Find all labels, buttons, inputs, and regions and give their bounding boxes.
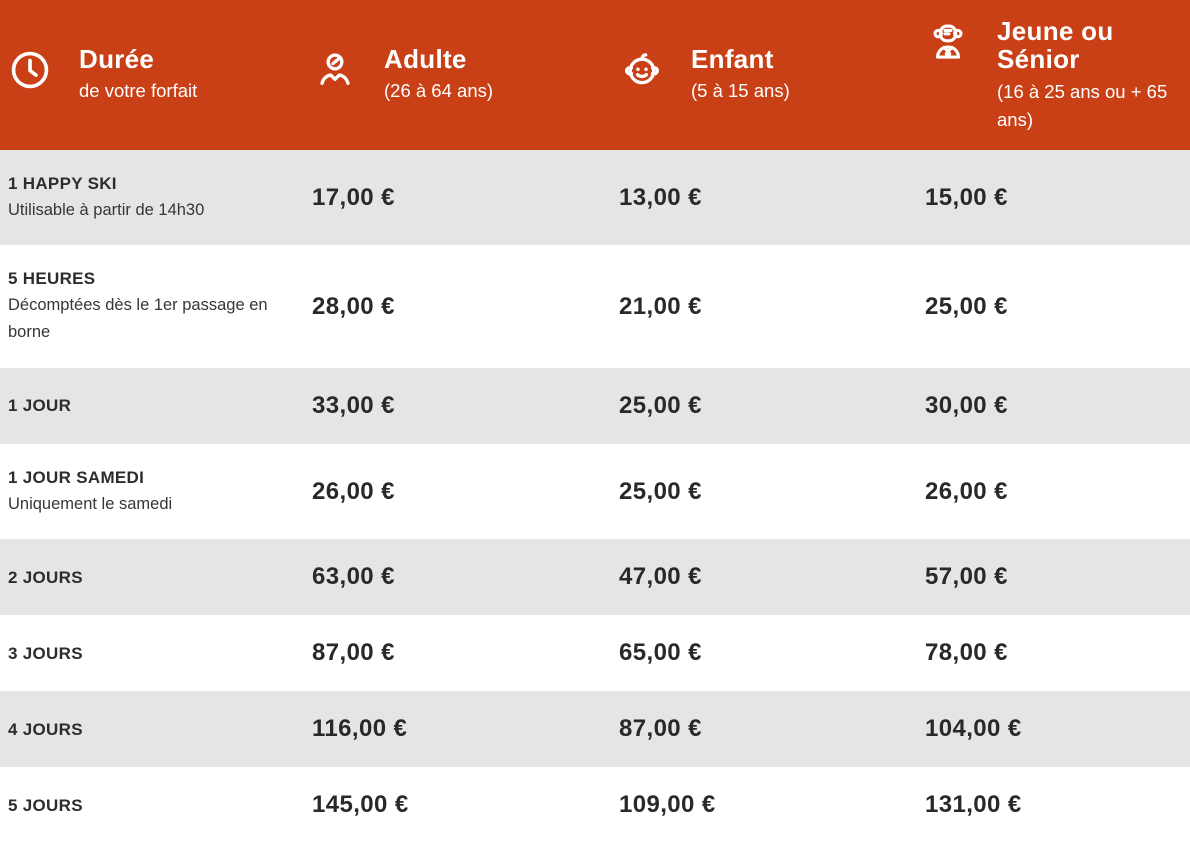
table-row: 1 JOUR 33,00 € 25,00 € 30,00 € [0, 368, 1190, 445]
duration-label: 3 JOURS [8, 643, 83, 663]
child-price: 65,00 € [619, 639, 702, 667]
duration-label: 1 JOUR [8, 396, 72, 416]
youth-senior-price: 131,00 € [925, 791, 1022, 819]
adult-price: 63,00 € [312, 563, 395, 591]
column-title: Jeune ou Sénior [997, 15, 1114, 75]
duration-cell: 1 JOUR [0, 393, 305, 419]
adult-price: 33,00 € [312, 392, 395, 420]
column-header-text: Adulte (26 à 64 ans) [384, 45, 493, 105]
column-header-text: Enfant (5 à 15 ans) [691, 45, 790, 105]
duration-label: 1 JOUR SAMEDI [8, 468, 145, 488]
duration-cell: 1 HAPPY SKI Utilisable à partir de 14h30 [0, 171, 305, 224]
child-icon [621, 49, 663, 91]
child-price: 13,00 € [619, 183, 702, 211]
adult-icon [314, 49, 356, 91]
clock-icon [9, 49, 51, 91]
table-row: 4 JOURS 116,00 € 87,00 € 104,00 € [0, 691, 1190, 768]
duration-cell: 4 JOURS [0, 717, 305, 743]
table-row: 2 JOURS 63,00 € 47,00 € 57,00 € [0, 539, 1190, 616]
column-title: Durée [79, 43, 155, 74]
duration-label: 5 HEURES [8, 269, 96, 289]
column-header-text: Jeune ou Sénior (16 à 25 ans ou + 65 ans… [997, 15, 1180, 134]
column-subtitle: (26 à 64 ans) [384, 80, 494, 102]
youth-senior-price: 104,00 € [925, 715, 1022, 743]
youth-senior-icon [927, 21, 969, 63]
adult-price: 116,00 € [312, 715, 408, 743]
duration-cell: 5 JOURS [0, 793, 305, 819]
duration-cell: 5 HEURES Décomptées dès le 1er passage e… [0, 266, 305, 347]
adult-price: 87,00 € [312, 639, 395, 667]
column-title: Adulte [384, 43, 467, 74]
table-row: 3 JOURS 87,00 € 65,00 € 78,00 € [0, 615, 1190, 692]
adult-price: 28,00 € [312, 292, 395, 320]
child-price: 25,00 € [619, 392, 702, 420]
column-subtitle: de votre forfait [79, 80, 198, 102]
child-price: 25,00 € [619, 477, 702, 505]
youth-senior-price: 25,00 € [925, 292, 1008, 320]
table-row: 5 HEURES Décomptées dès le 1er passage e… [0, 245, 1190, 369]
duration-label: 1 HAPPY SKI [8, 174, 117, 193]
column-subtitle: (5 à 15 ans) [691, 80, 790, 102]
child-price: 109,00 € [619, 791, 716, 819]
youth-senior-price: 78,00 € [925, 639, 1008, 667]
table-row: 1 HAPPY SKI Utilisable à partir de 14h30… [0, 150, 1190, 246]
adult-price: 26,00 € [312, 477, 395, 505]
duration-note: Décomptées dès le 1er passage en borne [8, 295, 268, 342]
column-header-text: Durée de votre forfait [79, 45, 197, 105]
youth-senior-price: 57,00 € [925, 563, 1008, 591]
youth-senior-price: 30,00 € [925, 392, 1008, 420]
duration-label: 2 JOURS [8, 567, 83, 587]
column-title: Enfant [691, 43, 774, 74]
column-subtitle: (16 à 25 ans ou + 65 ans) [997, 80, 1168, 130]
duration-label: 4 JOURS [8, 719, 83, 739]
table-header: Durée de votre forfait Adulte (26 à 64 a… [0, 0, 1190, 150]
table-row: 1 JOUR SAMEDI Uniquement le samedi 26,00… [0, 444, 1190, 540]
duration-cell: 1 JOUR SAMEDI Uniquement le samedi [0, 465, 305, 518]
column-header-child: Enfant (5 à 15 ans) [612, 45, 918, 105]
youth-senior-price: 15,00 € [925, 183, 1008, 211]
adult-price: 145,00 € [312, 791, 409, 819]
column-header-adult: Adulte (26 à 64 ans) [305, 45, 612, 105]
youth-senior-price: 26,00 € [925, 477, 1008, 505]
column-header-duration: Durée de votre forfait [0, 45, 305, 105]
duration-cell: 3 JOURS [0, 641, 305, 667]
child-price: 87,00 € [619, 715, 702, 743]
duration-note: Utilisable à partir de 14h30 [8, 200, 205, 219]
column-header-youth-senior: Jeune ou Sénior (16 à 25 ans ou + 65 ans… [918, 15, 1190, 134]
table-row: 5 JOURS 145,00 € 109,00 € 131,00 € [0, 767, 1190, 843]
child-price: 47,00 € [619, 563, 702, 591]
duration-cell: 2 JOURS [0, 565, 305, 591]
duration-note: Uniquement le samedi [8, 494, 173, 513]
child-price: 21,00 € [619, 292, 702, 320]
adult-price: 17,00 € [312, 183, 395, 211]
duration-label: 5 JOURS [8, 795, 83, 815]
